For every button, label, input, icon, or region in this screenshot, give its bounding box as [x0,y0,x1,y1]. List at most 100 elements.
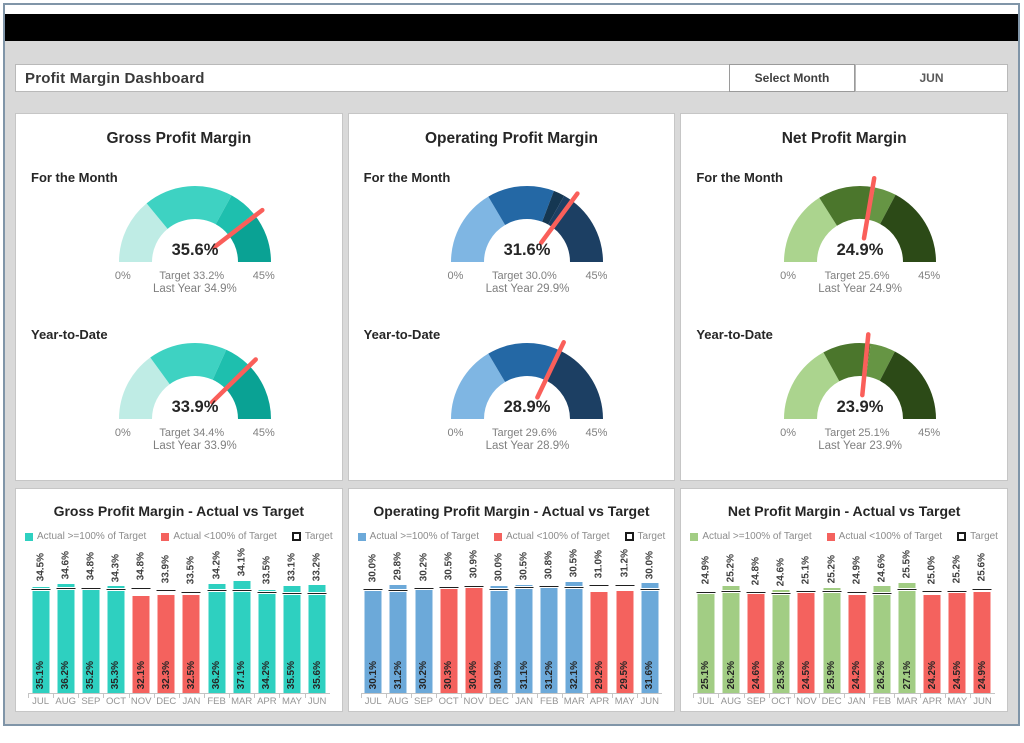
target-value-label: 30.0% [644,550,656,580]
legend-item-below: Actual <100% of Target [161,531,277,542]
bar-actual-ok: 31.2% [389,584,407,693]
gauge-needle [860,332,871,398]
legend-swatch-below [494,532,503,541]
bar-actual-ok: 30.9% [490,585,508,693]
bar-cell: 29.2% 31.0% [587,546,612,693]
bar-cell: 32.3% 33.9% [154,546,179,693]
gauge-lastyear-label: Last Year 28.9% [485,440,570,452]
actual-value-label: 37.1% [236,660,248,689]
bar-cell: 36.2% 34.6% [53,546,78,693]
target-value-label: 31.0% [593,550,605,579]
panel-operating-actual-vs-target: Operating Profit Margin - Actual vs Targ… [347,488,676,712]
bar-actual-below-target: 24.5% [797,593,815,693]
actual-value-label: 24.2% [926,660,938,689]
month-label: JUL [28,694,53,707]
legend-label: Target [637,531,666,542]
target-value-label: 34.8% [85,552,97,581]
legend-item-target: Target [624,531,666,542]
legend-label: Actual >=100% of Target [369,531,480,542]
bar-cell: 25.3% 24.6% [769,546,794,693]
legend-item-ok: Actual >=100% of Target [25,531,146,542]
gauge-needle [539,191,581,245]
bar-cell: 32.1% 30.5% [562,546,587,693]
gauge-target-label: Target 29.6% [492,427,557,439]
bar-cell: 30.9% 30.0% [486,546,511,693]
legend-swatch-ok [690,532,699,541]
bar-cell: 31.6% 30.0% [637,546,662,693]
gauge-segment [227,213,271,262]
legend-swatch-target [957,532,967,541]
target-value-label: 31.2% [619,549,631,578]
x-axis-labels: JUL AUG SEP OCT NOV DEC JAN FEB MAR APR MAY JUN [28,694,330,707]
gauge-scale-row: 0% Target 33.2% 45% [89,270,301,282]
month-label: SEP [743,694,769,707]
bar-actual-ok: 34.2% [258,589,276,693]
x-axis-labels: JUL AUG SEP OCT NOV DEC JAN FEB MAR APR MAY JUN [360,694,663,707]
legend-swatch-ok [25,532,33,541]
bar-cell: 24.5% 25.1% [794,546,819,693]
legend-swatch-target [291,532,301,541]
month-label: DEC [819,694,844,707]
month-label: MAR [894,694,919,707]
bar-actual-below-target: 24.6% [747,592,765,693]
gauge-min-label: 0% [780,427,797,439]
actual-value-label: 34.2% [261,660,273,689]
target-value-label: 34.8% [135,552,147,581]
bar-cell: 29.5% 31.2% [612,546,637,693]
actual-value-label: 30.4% [468,660,480,689]
actual-value-label: 24.2% [851,660,863,689]
target-tick [388,588,408,592]
target-tick [464,584,484,588]
month-label: SEP [78,694,103,707]
gauge-segment [879,351,937,419]
chart-legend: Actual >=100% of Target Actual <100% of … [681,531,1007,542]
target-value-label: 34.6% [60,551,72,580]
bar-actual-ok: 31.6% [641,583,659,693]
bar-plot: 30.1% 30.0% 31.2% 29.8% 30.2% 30.2% 30.3% 30.5%… [360,546,663,694]
gauge-section-ytd: Year-to-Date 23.9% 0% Target 25.1% 45% L… [681,313,1007,452]
month-label: NOV [793,694,819,707]
bar-cell: 34.2% 33.5% [254,546,279,693]
gauge-segment [868,187,896,224]
gauge-target-label: Target 34.4% [159,427,225,439]
month-label: AUG [385,694,411,707]
target-value-label: 25.2% [725,554,737,583]
gauge-segment [488,185,555,225]
target-tick [56,587,76,591]
gauge-min-label: 0% [114,270,131,282]
actual-value-label: 30.9% [493,660,505,689]
target-value-label: 30.2% [418,552,429,582]
actual-value-label: 31.1% [518,660,530,689]
bar-cell: 24.9% 25.6% [970,546,995,693]
legend-item-ok: Actual >=100% of Target [690,531,812,542]
bar-actual-below-target: 32.1% [132,595,150,693]
bar-cell: 30.2% 30.2% [411,546,436,693]
target-tick [872,591,892,595]
gauge-segment [451,196,506,262]
month-label: APR [254,694,279,707]
gauge-needle [861,175,877,241]
top-margin [5,5,1018,14]
actual-value-label: 36.2% [60,660,72,689]
bar-actual-below-target: 32.3% [157,595,175,693]
bar-actual-ok: 35.5% [283,585,301,693]
gauge-min-label: 0% [447,427,464,439]
month-label: FEB [536,694,562,707]
bar-actual-ok: 35.1% [32,586,50,693]
bar-cell: 35.2% 34.8% [78,546,103,693]
gauge-scale-row: 0% Target 29.6% 45% [421,427,633,439]
gauge-chart: 23.9% [784,332,937,419]
month-selector-value[interactable]: JUN [855,64,1008,92]
gauge-scale-row: 0% Target 34.4% 45% [89,427,301,439]
actual-value-label: 30.3% [443,660,455,689]
gauge-max-label: 45% [918,270,941,282]
target-value-label: 24.8% [750,556,762,586]
target-value-label: 30.0% [493,553,505,582]
legend-item-below: Actual <100% of Target [826,531,942,542]
target-value-label: 25.6% [976,553,988,582]
chart-title: Gross Profit Margin - Actual vs Target [53,503,305,519]
target-value-label: 25.2% [951,555,963,584]
target-value-label: 30.5% [443,551,455,581]
select-month-label[interactable]: Select Month [729,64,855,92]
bar-actual-below-target: 29.2% [590,591,608,693]
